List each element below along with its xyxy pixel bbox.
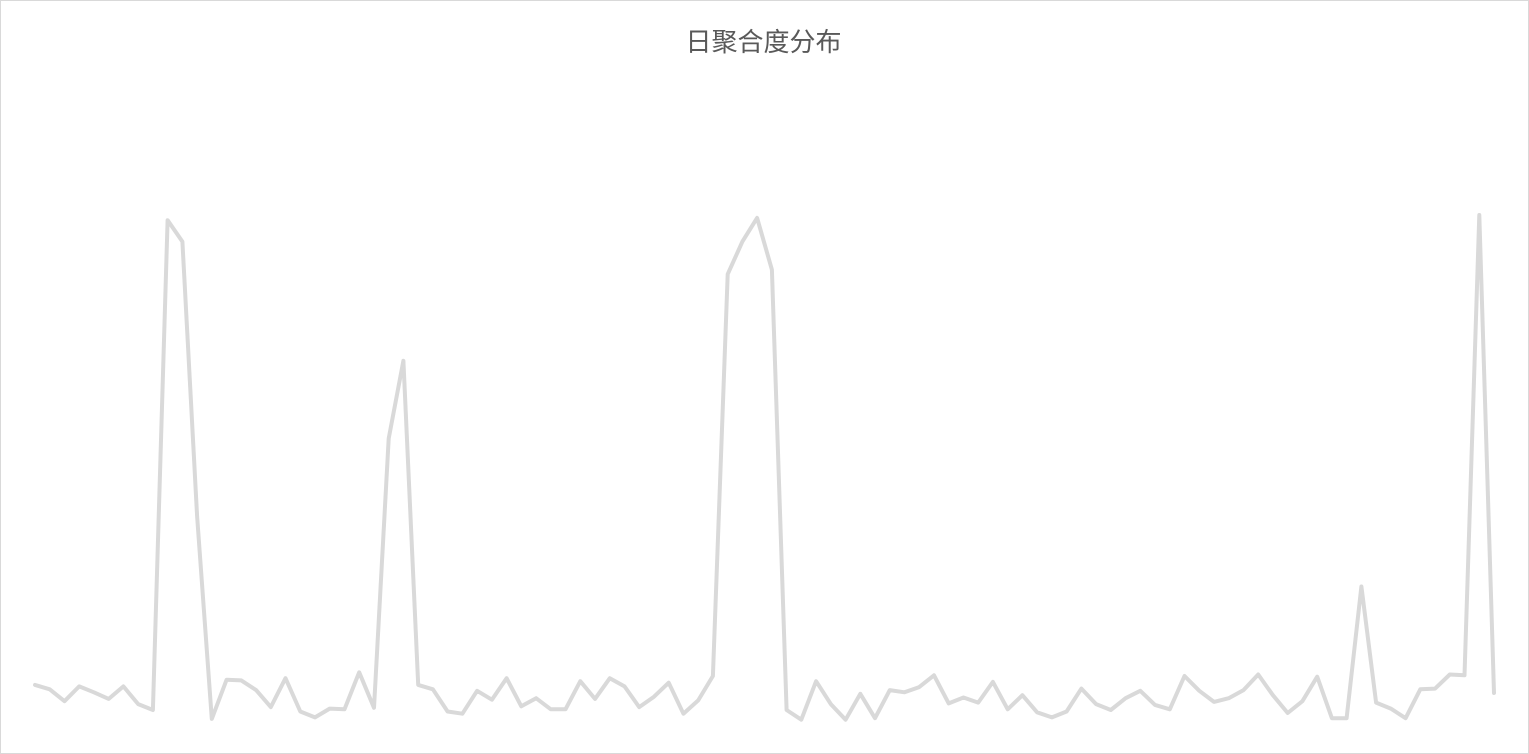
series-line bbox=[33, 213, 1496, 722]
chart-title: 日聚合度分布 bbox=[685, 28, 842, 58]
